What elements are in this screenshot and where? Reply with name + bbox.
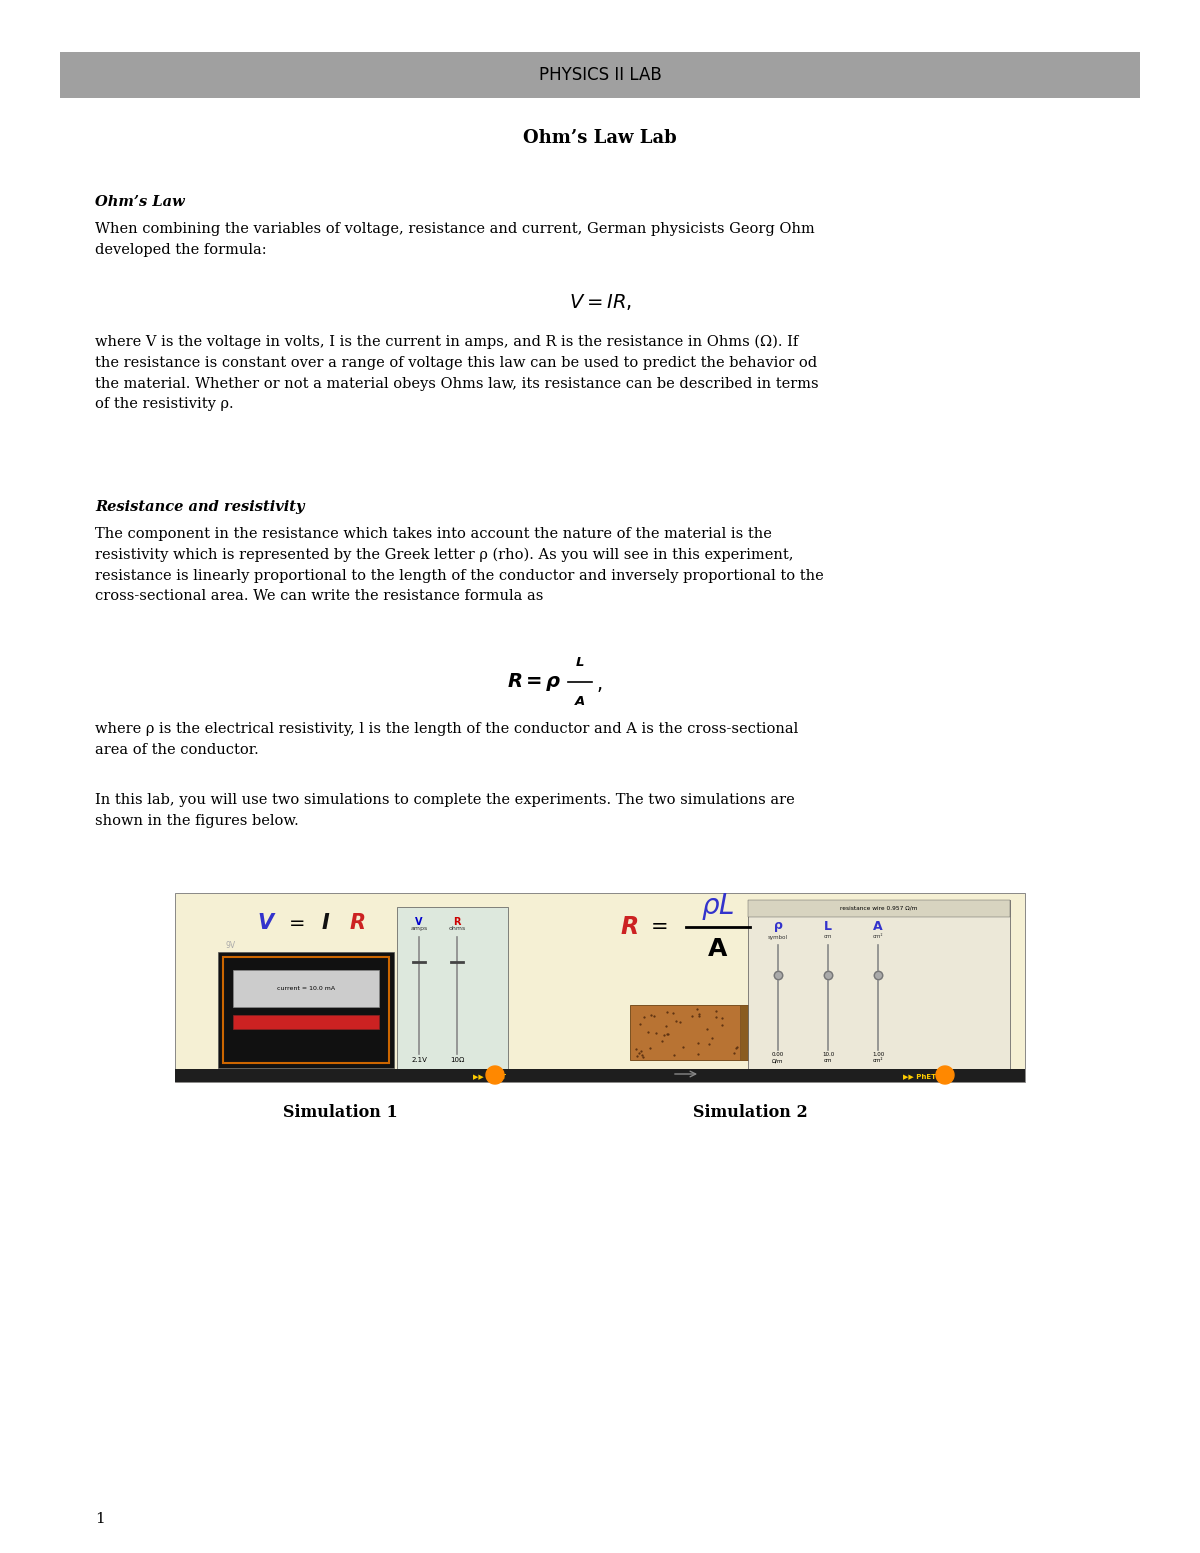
Text: current = 10.0 mA: current = 10.0 mA [277, 986, 335, 991]
Text: Simulation 2: Simulation 2 [692, 1104, 808, 1121]
Text: 10Ω: 10Ω [450, 1058, 464, 1062]
Text: cm²: cm² [872, 935, 883, 940]
Bar [233, 1016, 379, 1030]
Text: $\boldsymbol{R = \rho}$: $\boldsymbol{R = \rho}$ [508, 671, 562, 693]
Bar [223, 957, 389, 1062]
Text: ohms: ohms [449, 926, 466, 930]
Text: V: V [415, 916, 422, 927]
Text: where V is the voltage in volts, I is the current in amps, and R is the resistan: where V is the voltage in volts, I is th… [95, 335, 818, 412]
Text: ▶▶ PhET: ▶▶ PhET [474, 1073, 506, 1079]
Text: I: I [322, 913, 329, 933]
Bar [630, 1005, 750, 1061]
Text: 10.0
cm: 10.0 cm [822, 1051, 834, 1064]
Text: R: R [454, 916, 461, 927]
Text: $\rho L$: $\rho L$ [701, 891, 734, 922]
Text: ▶▶ PhET: ▶▶ PhET [904, 1073, 936, 1079]
Polygon shape [936, 1065, 954, 1084]
Text: Ohm’s Law Lab: Ohm’s Law Lab [523, 129, 677, 148]
Bar [233, 971, 379, 1006]
Text: ,: , [598, 674, 604, 694]
Text: $\mathbf{A}$: $\mathbf{A}$ [707, 936, 728, 961]
Text: resistance wire 0.957 Ω/m: resistance wire 0.957 Ω/m [840, 905, 918, 910]
Bar [175, 893, 1025, 1082]
Bar [748, 901, 1010, 916]
Text: cm: cm [823, 935, 833, 940]
Text: R: R [350, 913, 366, 933]
Text: L: L [824, 919, 832, 932]
Text: =: = [289, 913, 305, 932]
Bar [175, 1068, 1025, 1082]
Text: Ohm’s Law: Ohm’s Law [95, 196, 185, 210]
Text: =: = [652, 916, 668, 936]
Text: Resistance and resistivity: Resistance and resistivity [95, 500, 305, 514]
Text: 2.1V: 2.1V [412, 1058, 427, 1062]
Text: The component in the resistance which takes into account the nature of the mater: The component in the resistance which ta… [95, 526, 823, 604]
Text: $\boldsymbol{L}$: $\boldsymbol{L}$ [575, 655, 584, 669]
Bar [397, 907, 508, 1072]
Text: PHYSICS II LAB: PHYSICS II LAB [539, 65, 661, 84]
Bar [218, 952, 394, 1068]
Text: where ρ is the electrical resistivity, l is the length of the conductor and A is: where ρ is the electrical resistivity, l… [95, 722, 798, 756]
Polygon shape [486, 1065, 504, 1084]
Text: 1: 1 [95, 1513, 104, 1527]
Text: V: V [257, 913, 274, 933]
Text: symbol: symbol [768, 935, 788, 940]
Text: A: A [874, 919, 883, 932]
Text: R: R [620, 915, 640, 940]
Bar [740, 1005, 750, 1061]
Text: 9V: 9V [226, 941, 236, 950]
Text: 1.00
cm²: 1.00 cm² [872, 1051, 884, 1064]
Text: In this lab, you will use two simulations to complete the experiments. The two s: In this lab, you will use two simulation… [95, 794, 794, 828]
Text: 0.00
Ω/m: 0.00 Ω/m [772, 1051, 784, 1064]
Text: When combining the variables of voltage, resistance and current, German physicis: When combining the variables of voltage,… [95, 222, 815, 256]
Text: $\boldsymbol{A}$: $\boldsymbol{A}$ [574, 696, 586, 708]
Bar [748, 901, 1010, 1072]
Text: Simulation 1: Simulation 1 [283, 1104, 397, 1121]
Text: $\mathbf{\mathit{V = IR,}}$: $\mathbf{\mathit{V = IR,}}$ [569, 292, 631, 312]
Bar [60, 51, 1140, 98]
Text: amps: amps [410, 926, 427, 930]
Text: ρ: ρ [774, 919, 782, 932]
